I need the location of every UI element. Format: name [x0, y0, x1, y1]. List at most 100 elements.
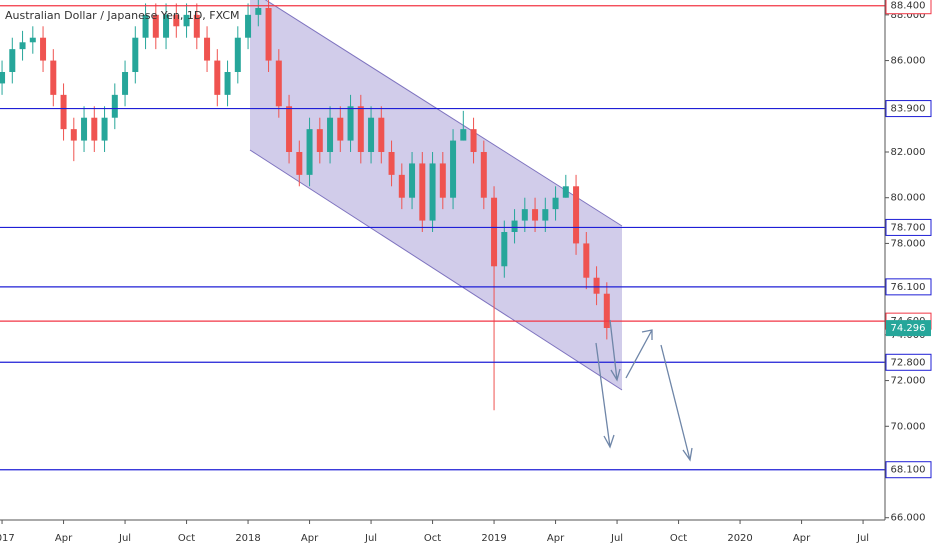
x-tick-label: Oct [670, 533, 687, 544]
level-label-box [885, 0, 932, 15]
level-label-box [885, 278, 932, 296]
y-tick-label: 82.000 [891, 147, 926, 158]
candle-body [9, 49, 16, 72]
y-axis-panel [885, 0, 932, 550]
candle-body [409, 163, 416, 198]
level-label: 78.700 [891, 222, 926, 233]
arrow [625, 329, 653, 379]
level-label: 83.900 [891, 104, 926, 115]
arrow [660, 344, 693, 462]
candle-body [368, 117, 375, 152]
candle-body [347, 106, 354, 141]
candle-body [562, 186, 569, 198]
chart-title: Australian Dollar / Japanese Yen, 1D, FX… [5, 9, 240, 22]
candle-body [224, 72, 231, 95]
levels [0, 5, 885, 471]
candle-body [429, 163, 436, 221]
candle-body [603, 293, 610, 328]
candle-body [532, 209, 539, 221]
candle-body [296, 152, 303, 175]
level-label-box [885, 353, 932, 371]
candle-body [542, 209, 549, 221]
candle-body [439, 163, 446, 198]
candle-body [316, 129, 323, 152]
level-label: 72.800 [891, 357, 926, 368]
x-tick-label: Apr [55, 533, 73, 544]
x-tick-label: Apr [547, 533, 565, 544]
candle-body [0, 72, 6, 84]
arrow [609, 319, 621, 382]
candle-body [19, 42, 26, 50]
arrow [595, 342, 615, 449]
level-label-box [885, 100, 932, 118]
candle-body [480, 152, 487, 198]
candle-body [234, 37, 241, 72]
y-tick-label: 66.000 [891, 513, 926, 524]
x-tick-label: Apr [301, 533, 319, 544]
candle-body [173, 14, 180, 27]
x-tick-label: 2020 [727, 533, 752, 544]
candle-body [70, 129, 77, 141]
candle-body [491, 197, 498, 267]
candle-body [142, 14, 149, 38]
candle-body [552, 197, 559, 210]
candle-body [60, 94, 67, 130]
level-label: 76.100 [891, 282, 926, 293]
y-tick-label: 88.000 [891, 10, 926, 21]
candle-body [306, 129, 313, 175]
level-label-box [885, 461, 932, 479]
candle-body [593, 277, 600, 294]
x-tick-label: 2019 [481, 533, 506, 544]
x-tick-label: 2017 [0, 533, 15, 544]
candle-body [81, 117, 88, 141]
candle-body [152, 14, 159, 38]
candle-body [50, 60, 57, 95]
candle-body [398, 174, 405, 198]
level-labels: 88.40083.90078.70076.10074.60072.80068.1… [885, 0, 932, 479]
level-label: 88.400 [891, 1, 926, 12]
candle-body [255, 8, 262, 15]
candle-body [101, 117, 108, 141]
candle-body [501, 232, 508, 267]
y-tick-label: 80.000 [891, 193, 926, 204]
candle-body [337, 117, 344, 141]
candle-body [40, 37, 47, 61]
candle-body [193, 14, 200, 38]
candle-body [460, 129, 467, 141]
candle-body [327, 117, 334, 152]
candle-body [521, 209, 528, 221]
candle-body [122, 72, 129, 95]
candle-body [388, 152, 395, 175]
candle-body [419, 163, 426, 221]
x-tick-label: Jul [610, 533, 623, 544]
x-tick-label: Jul [856, 533, 869, 544]
last-price-label: 74.296 [891, 323, 926, 334]
candle-body [275, 60, 282, 107]
y-tick-label: 72.000 [891, 376, 926, 387]
x-tick-label: Jul [364, 533, 377, 544]
candle-body [132, 37, 139, 72]
candle-body [286, 106, 293, 152]
candle-body [214, 60, 221, 95]
candle-body [357, 106, 364, 152]
channel-fill [250, 0, 622, 390]
x-tick-label: Oct [178, 533, 195, 544]
channel-bottom [249, 149, 623, 391]
y-tick-label: 70.000 [891, 421, 926, 432]
candle-body [245, 14, 252, 38]
y-tick-label: 86.000 [891, 56, 926, 67]
last-price-box [886, 320, 931, 337]
candle-body [111, 94, 118, 118]
level-label-box [885, 218, 932, 236]
candle-body [378, 117, 385, 152]
x-tick-label: 2018 [235, 533, 260, 544]
x-tick-label: Apr [793, 533, 811, 544]
candle-body [470, 129, 477, 152]
candle-body [183, 14, 190, 27]
candle-body [204, 37, 211, 61]
x-tick-label: Oct [424, 533, 441, 544]
candle-body [583, 243, 590, 278]
x-tick-label: Jul [118, 533, 131, 544]
